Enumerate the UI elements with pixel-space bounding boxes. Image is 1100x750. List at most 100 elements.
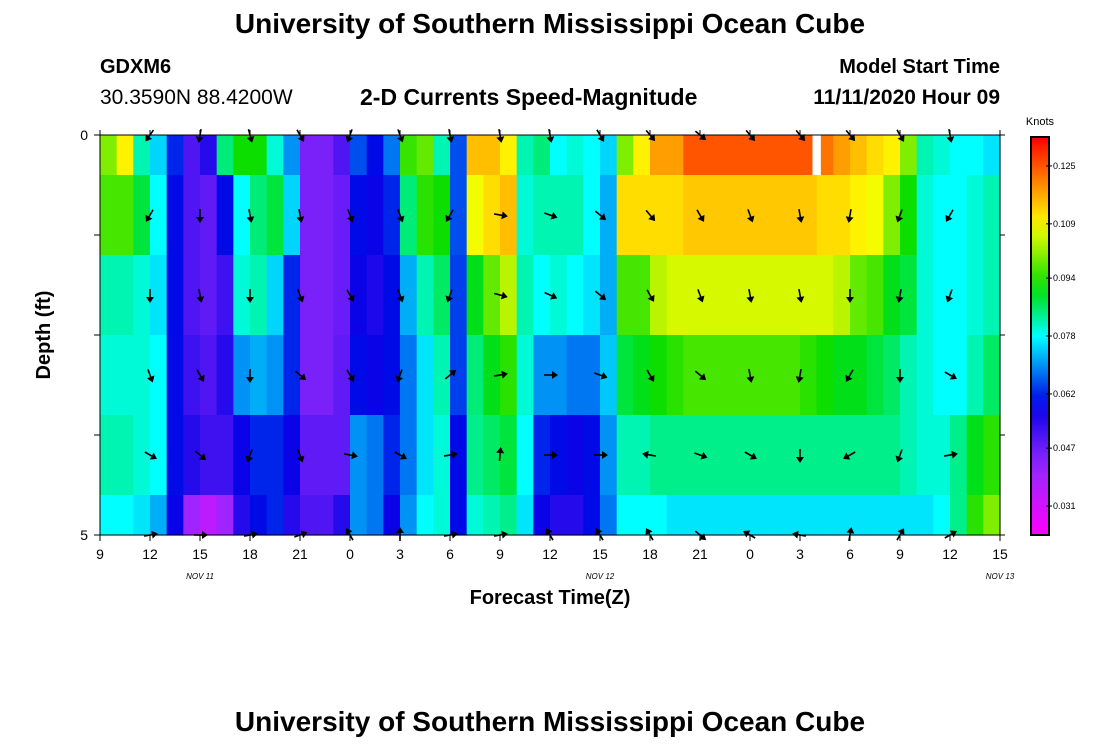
x-tick-label: 18 <box>242 546 258 562</box>
x-tick-label: 9 <box>496 546 504 562</box>
heatmap-cell <box>700 495 718 536</box>
current-arrow <box>493 291 508 300</box>
heatmap-cell <box>500 415 518 496</box>
heatmap-cell <box>266 495 284 536</box>
heatmap-cell <box>850 175 868 256</box>
heatmap-cell <box>316 495 334 536</box>
x-tick-label: 3 <box>796 546 804 562</box>
heatmap-cell <box>550 335 568 416</box>
station-coordinates: 30.3590N 88.4200W <box>100 86 293 109</box>
heatmap-cell <box>333 495 351 536</box>
heatmap-cell <box>200 495 218 536</box>
current-arrow <box>445 289 454 303</box>
current-arrow <box>395 369 404 383</box>
heatmap-cell <box>416 335 434 416</box>
heatmap-cell <box>766 255 784 336</box>
heatmap-cell <box>283 255 301 336</box>
current-arrow <box>493 211 508 220</box>
heatmap-cell <box>550 255 568 336</box>
heatmap-cells <box>100 135 1001 536</box>
heatmap-cell <box>433 135 451 176</box>
heatmap-cell <box>266 135 284 176</box>
heatmap-cell <box>233 335 251 416</box>
heatmap-cell <box>400 495 418 536</box>
heatmap-cell <box>350 495 368 536</box>
heatmap-cell <box>316 415 334 496</box>
heatmap-cell <box>600 495 618 536</box>
heatmap-cell <box>683 495 701 536</box>
heatmap-cell <box>266 175 284 256</box>
heatmap-cell <box>750 335 768 416</box>
colorbar-tick-label: 0.109 <box>1053 219 1076 229</box>
heatmap-cell <box>566 135 584 176</box>
heatmap-cell <box>200 335 218 416</box>
heatmap-cell <box>483 335 501 416</box>
y-tick-label: 0 <box>80 127 88 143</box>
heatmap-cell <box>983 415 1001 496</box>
current-arrow <box>694 370 707 381</box>
x-tick-label: 0 <box>746 546 754 562</box>
heatmap-cell <box>716 135 734 176</box>
heatmap-cell <box>266 415 284 496</box>
heatmap-cell <box>783 175 801 256</box>
x-tick-label: 15 <box>992 546 1008 562</box>
heatmap-cell <box>700 255 718 336</box>
x-tick-label: 12 <box>142 546 158 562</box>
heatmap-cell <box>616 415 634 496</box>
x-axis: 9 12 15 18 21 0 3 6 9 12 15 18 21 0 3 6 9 12 15 NOV 11 NOV 1… <box>96 130 1015 581</box>
x-tick-label: 9 <box>96 546 104 562</box>
colorbar-tick-label: 0.078 <box>1053 331 1076 341</box>
heatmap-cell <box>583 335 601 416</box>
heatmap-cell <box>833 335 851 416</box>
heatmap-cell <box>650 135 668 176</box>
heatmap-cell <box>316 255 334 336</box>
heatmap-cell <box>750 175 768 256</box>
heatmap-cell <box>666 495 684 536</box>
x-tick-label: 21 <box>692 546 708 562</box>
heatmap-cell <box>600 335 618 416</box>
heatmap-cell <box>216 135 234 176</box>
heatmap-cell <box>816 415 834 496</box>
heatmap-cell <box>966 175 984 256</box>
heatmap-cell <box>433 495 451 536</box>
y-axis: 05 <box>80 127 1005 543</box>
current-arrows <box>143 128 958 542</box>
heatmap-cell <box>616 175 634 256</box>
colorbar-tick-label: 0.047 <box>1053 443 1076 453</box>
heatmap-cell <box>450 175 468 256</box>
heatmap-cell <box>833 415 851 496</box>
heatmap-cell <box>233 255 251 336</box>
current-arrow <box>296 449 305 463</box>
heatmap-cell <box>766 495 784 536</box>
x-tick-label: 18 <box>642 546 658 562</box>
heatmap-cell <box>916 135 934 176</box>
current-arrow <box>696 289 705 303</box>
heatmap-cell <box>383 135 401 176</box>
heatmap-cell <box>733 415 751 496</box>
heatmap-cell <box>416 175 434 256</box>
heatmap-cell <box>333 335 351 416</box>
heatmap-cell <box>983 335 1001 416</box>
heatmap-cell <box>300 135 318 176</box>
heatmap-cell <box>433 175 451 256</box>
current-arrow <box>796 449 804 463</box>
heatmap-cell <box>316 335 334 416</box>
heatmap-cell <box>683 415 701 496</box>
heatmap-cell <box>883 135 901 176</box>
heatmap-cell <box>483 175 501 256</box>
heatmap-cell <box>400 335 418 416</box>
heatmap-cell <box>533 335 551 416</box>
heatmap-cell <box>416 495 434 536</box>
heatmap-cell <box>716 495 734 536</box>
heatmap-cell <box>133 335 151 416</box>
heatmap-cell <box>933 175 951 256</box>
heatmap-cell <box>516 175 534 256</box>
heatmap-cell <box>833 495 851 536</box>
heatmap-cell <box>183 255 201 336</box>
heatmap-cell <box>866 135 884 176</box>
current-arrow <box>145 209 154 222</box>
current-arrow <box>296 208 305 223</box>
heatmap-cell <box>266 335 284 416</box>
current-arrow <box>294 370 307 381</box>
model-start-label: Model Start Time <box>839 56 1000 78</box>
